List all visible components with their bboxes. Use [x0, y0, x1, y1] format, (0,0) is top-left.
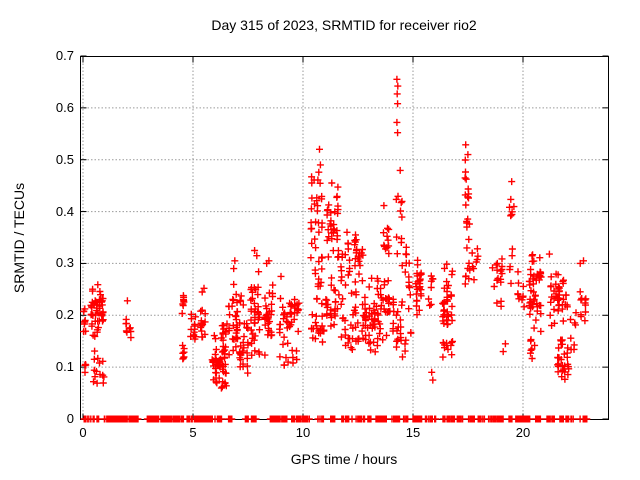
x-tick-label: 5 — [189, 425, 197, 440]
x-tick-label: 20 — [515, 425, 531, 440]
y-tick-label: 0.1 — [55, 359, 74, 375]
y-tick-label: 0.7 — [55, 48, 74, 63]
y-tick-label: 0.6 — [55, 99, 74, 115]
scatter-points — [80, 75, 591, 423]
x-axis-label: GPS time / hours — [290, 451, 398, 467]
chart-title: Day 315 of 2023, SRMTID for receiver rio… — [211, 17, 477, 33]
y-tick-label: 0.5 — [55, 151, 74, 167]
grid-lines — [80, 56, 609, 420]
x-tick-label: 0 — [79, 425, 87, 440]
axis-ticks — [80, 55, 609, 420]
y-tick-label: 0.2 — [55, 307, 74, 323]
x-tick-label: 10 — [295, 425, 311, 440]
y-axis-label: SRMTID / TECUs — [11, 182, 27, 294]
y-tick-label: 0.3 — [55, 255, 74, 271]
x-tick-label: 15 — [405, 425, 421, 440]
plot-border — [80, 56, 609, 420]
y-tick-label: 0 — [66, 411, 74, 426]
y-tick-label: 0.4 — [55, 203, 74, 219]
